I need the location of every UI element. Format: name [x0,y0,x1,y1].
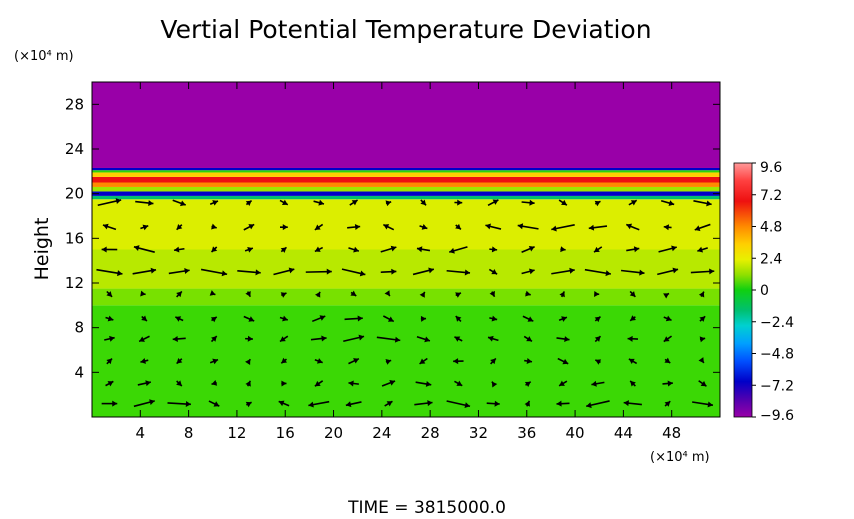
x-tick-label: 4 [136,424,146,442]
x-tick-label: 28 [421,424,440,442]
y-tick-label: 12 [65,274,84,292]
time-label: TIME = 3815000.0 [347,498,506,518]
y-unit-label: (×10⁴ m) [14,49,74,64]
heatmap-band [92,191,720,195]
y-axis-label: Height [31,218,53,281]
y-tick-label: 8 [74,319,84,337]
colorbar-tick-label: 0 [760,283,769,299]
x-tick-label: 16 [276,424,295,442]
x-tick-label: 8 [184,424,194,442]
chart-title: Vertial Potential Temperature Deviation [160,15,651,44]
heatmap-band [92,196,720,199]
heatmap-band [92,289,720,306]
y-tick-label: 28 [65,95,84,113]
colorbar-tick-label: 9.6 [760,160,782,176]
x-tick-label: 24 [372,424,391,442]
colorbar-tick-label: −9.6 [760,408,794,424]
heatmap-band [92,199,720,249]
y-tick-label: 20 [65,185,84,203]
colorbar-ticks: 9.6 7.2 4.8 2.4 0 −2.4 −4.8 −7.2 −9.6 [752,160,794,424]
y-tick-label: 16 [65,229,84,247]
heatmap-band [92,183,720,187]
colorbar-tick-label: 2.4 [760,251,782,267]
x-unit-label: (×10⁴ m) [650,450,710,465]
colorbar-tick-label: −7.2 [760,378,794,394]
heatmap-band [92,177,720,183]
heatmap-band [92,305,720,417]
heatmap-band [92,82,720,168]
x-tick-label: 12 [227,424,246,442]
x-tick-label: 44 [614,424,633,442]
colorbar-tick-label: 4.8 [760,220,782,236]
colorbar [734,163,752,417]
heatmap-band [92,187,720,191]
y-tick-label: 24 [65,140,84,158]
x-tick-label: 48 [662,424,681,442]
x-tick-label: 20 [324,424,343,442]
colorbar-tick-label: −4.8 [760,347,794,363]
colorbar-tick-label: −2.4 [760,315,794,331]
heatmap-band [92,168,720,170]
x-tick-label: 40 [566,424,585,442]
y-tick-label: 4 [74,363,84,381]
x-tick-label: 32 [469,424,488,442]
heatmap-band [92,172,720,176]
x-tick-label: 36 [517,424,536,442]
heatmap-bands [92,82,720,417]
heatmap-band [92,170,720,172]
colorbar-tick-label: 7.2 [760,188,782,204]
